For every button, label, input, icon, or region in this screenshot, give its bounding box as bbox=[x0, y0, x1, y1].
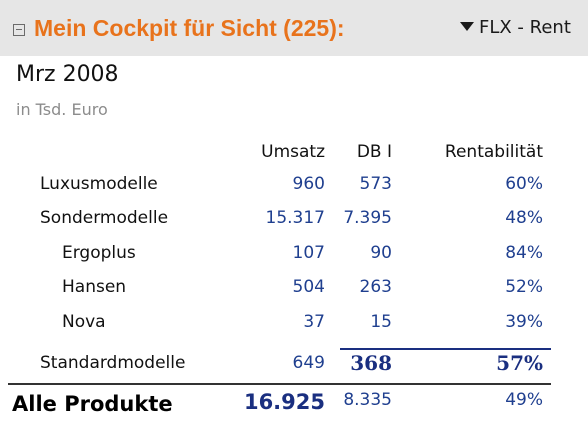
view-dropdown[interactable]: FLX - Rent bbox=[460, 17, 571, 38]
cell-db1: 573 bbox=[359, 174, 392, 194]
view-dropdown-label: FLX - Rent bbox=[479, 17, 571, 38]
table-row: Sondermodelle 15.317 7.395 48% bbox=[0, 208, 588, 242]
row-label: Luxusmodelle bbox=[40, 174, 158, 194]
cell-rentabilitaet: 84% bbox=[505, 243, 543, 263]
table-row: Luxusmodelle 960 573 60% bbox=[0, 174, 588, 208]
cell-umsatz: 960 bbox=[292, 174, 325, 194]
total-divider bbox=[8, 383, 551, 385]
table-row: Standardmodelle 649 368 57% bbox=[0, 351, 588, 387]
column-header-db1: DB I bbox=[356, 142, 392, 162]
cell-umsatz: 504 bbox=[292, 277, 325, 297]
cockpit-header: Mein Cockpit für Sicht (225): FLX - Rent bbox=[0, 0, 588, 56]
row-label: Sondermodelle bbox=[40, 208, 169, 228]
table-row: Hansen 504 263 52% bbox=[0, 277, 588, 311]
cell-umsatz: 649 bbox=[292, 353, 325, 373]
cockpit-title: Mein Cockpit für Sicht (225): bbox=[34, 15, 345, 41]
cell-db1: 15 bbox=[370, 312, 392, 332]
table-row: Ergoplus 107 90 84% bbox=[0, 243, 588, 277]
cell-db1: 263 bbox=[359, 277, 392, 297]
total-umsatz: 16.925 bbox=[243, 390, 325, 414]
table-row: Nova 37 15 39% bbox=[0, 312, 588, 346]
total-row: Alle Produkte 16.925 8.335 49% bbox=[0, 390, 588, 426]
subtotal-divider bbox=[340, 348, 551, 350]
cell-umsatz: 15.317 bbox=[265, 208, 325, 228]
cell-db1: 368 bbox=[350, 351, 392, 375]
row-label: Hansen bbox=[62, 277, 127, 297]
report-unit: in Tsd. Euro bbox=[16, 100, 108, 119]
report-panel: Mrz 2008 in Tsd. Euro Umsatz DB I Rentab… bbox=[0, 56, 588, 444]
cell-rentabilitaet: 57% bbox=[496, 351, 543, 375]
cell-rentabilitaet: 52% bbox=[505, 277, 543, 297]
row-label: Nova bbox=[62, 312, 106, 332]
cell-db1: 90 bbox=[370, 243, 392, 263]
total-db1: 8.335 bbox=[343, 390, 392, 410]
row-label: Standardmodelle bbox=[40, 353, 186, 373]
column-header-rentabilitaet: Rentabilität bbox=[444, 142, 543, 162]
total-label: Alle Produkte bbox=[12, 392, 173, 416]
cell-rentabilitaet: 60% bbox=[505, 174, 543, 194]
cell-umsatz: 107 bbox=[292, 243, 325, 263]
cell-rentabilitaet: 48% bbox=[505, 208, 543, 228]
cell-umsatz: 37 bbox=[303, 312, 325, 332]
caret-down-icon bbox=[460, 22, 474, 31]
cell-db1: 7.395 bbox=[343, 208, 392, 228]
column-header-umsatz: Umsatz bbox=[261, 142, 325, 162]
collapse-icon[interactable] bbox=[13, 24, 25, 36]
report-period: Mrz 2008 bbox=[16, 62, 119, 87]
row-label: Ergoplus bbox=[62, 243, 136, 263]
cell-rentabilitaet: 39% bbox=[505, 312, 543, 332]
total-rentabilitaet: 49% bbox=[505, 390, 543, 410]
